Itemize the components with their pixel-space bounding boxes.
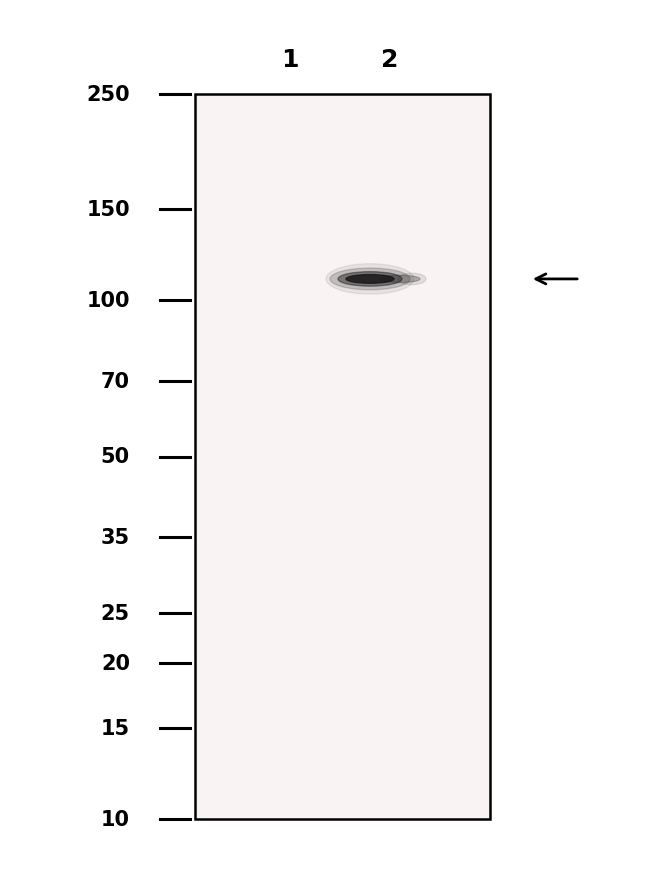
Ellipse shape bbox=[398, 274, 426, 285]
Ellipse shape bbox=[330, 269, 410, 290]
Bar bbox=[195, 95, 490, 819]
Text: 10: 10 bbox=[101, 809, 130, 829]
Text: 70: 70 bbox=[101, 371, 130, 391]
Text: 100: 100 bbox=[86, 291, 130, 311]
Text: 50: 50 bbox=[101, 447, 130, 467]
Ellipse shape bbox=[346, 275, 394, 284]
Text: 150: 150 bbox=[86, 200, 130, 220]
Text: 2: 2 bbox=[382, 48, 398, 72]
Text: 20: 20 bbox=[101, 653, 130, 673]
Text: 15: 15 bbox=[101, 718, 130, 738]
Ellipse shape bbox=[326, 264, 414, 295]
Text: 35: 35 bbox=[101, 527, 130, 547]
Text: 25: 25 bbox=[101, 603, 130, 623]
Ellipse shape bbox=[380, 276, 420, 283]
Text: 1: 1 bbox=[281, 48, 299, 72]
Text: 250: 250 bbox=[86, 85, 130, 105]
Ellipse shape bbox=[338, 272, 402, 287]
